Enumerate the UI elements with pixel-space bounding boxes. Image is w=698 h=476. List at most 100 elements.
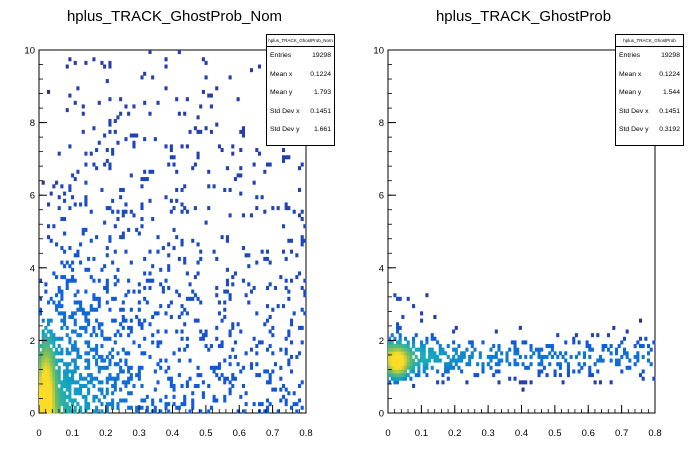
histogram-bin [428, 354, 432, 359]
histogram-bin [52, 224, 56, 229]
histogram-bin [116, 351, 120, 356]
histogram-bin [76, 387, 80, 392]
histogram-bin [47, 369, 51, 374]
histogram-bin [52, 184, 56, 189]
histogram-bin [406, 347, 410, 352]
histogram-bin [199, 104, 203, 109]
histogram-bin [63, 216, 67, 222]
histogram-bin [398, 333, 402, 338]
histogram-bin [108, 206, 112, 211]
histogram-bin [550, 344, 554, 349]
histogram-bin [49, 380, 53, 385]
histogram-bin [124, 209, 128, 214]
histogram-bin [113, 318, 117, 323]
histogram-bin [105, 158, 109, 163]
histogram-bin [281, 158, 286, 163]
histogram-bin [151, 264, 155, 269]
histogram-bin [393, 354, 397, 359]
histogram-bin [390, 354, 394, 359]
y-tick-label: 0 [379, 409, 384, 420]
histogram-bin [454, 362, 458, 367]
histogram-bin [212, 398, 216, 403]
histogram-bin [143, 100, 147, 105]
histogram-bin [223, 314, 227, 320]
histogram-bin [65, 108, 69, 113]
histogram-bin [446, 354, 450, 359]
histogram-bin [193, 275, 197, 280]
histogram-bin [164, 329, 168, 334]
histogram-bin [428, 358, 432, 363]
histogram-bin [159, 398, 163, 403]
histogram-bin [76, 86, 80, 91]
histogram-bin [425, 362, 429, 367]
histogram-bin [68, 362, 72, 367]
histogram-bin [417, 365, 421, 370]
histogram-bin [228, 362, 232, 367]
histogram-bin [438, 358, 442, 363]
histogram-bin [55, 180, 59, 185]
histogram-bin [641, 344, 645, 349]
histogram-bin [396, 373, 400, 378]
histogram-bin [95, 318, 99, 323]
histogram-bin [44, 282, 48, 287]
histogram-bin [436, 340, 440, 345]
histogram-bin [92, 383, 96, 388]
histogram-bin [79, 405, 83, 410]
histogram-bin [44, 336, 48, 341]
histogram-bin [303, 238, 307, 243]
stats-box-name: hplus_TRACK_GhostProb_Nom [267, 35, 334, 47]
histogram-bin [41, 340, 45, 345]
histogram-bin [183, 307, 187, 312]
histogram-bin [76, 354, 80, 359]
histogram-bin [111, 347, 115, 352]
histogram-bin [185, 383, 189, 388]
histogram-bin [284, 351, 288, 356]
histogram-bin [177, 405, 181, 410]
histogram-bin [239, 394, 243, 399]
histogram-bin [239, 173, 243, 178]
histogram-bin [641, 369, 645, 374]
histogram-bin [406, 351, 410, 356]
histogram-bin [255, 373, 259, 378]
histogram-bin [289, 354, 294, 359]
histogram-bin [121, 187, 125, 192]
chart-title-right: hplus_TRACK_GhostProb [435, 8, 612, 25]
histogram-bin [129, 329, 133, 334]
histogram-bin [191, 405, 195, 410]
histogram-bin [183, 347, 187, 352]
histogram-bin [73, 387, 77, 392]
histogram-bin [444, 351, 448, 356]
histogram-bin [185, 209, 189, 214]
histogram-bin [390, 351, 394, 356]
histogram-bin [49, 318, 53, 323]
histogram-bin [220, 344, 224, 349]
histogram-bin [513, 376, 517, 381]
histogram-bin [81, 104, 85, 109]
histogram-bin [95, 376, 99, 381]
histogram-bin [231, 275, 235, 280]
histogram-bin [265, 256, 270, 261]
histogram-bin [81, 307, 85, 312]
histogram-bin [124, 318, 128, 323]
histogram-bin [44, 391, 48, 396]
histogram-bin [65, 333, 69, 338]
histogram-bin [92, 398, 96, 403]
histogram-bin [52, 383, 56, 388]
histogram-bin [97, 300, 101, 305]
histogram-bin [425, 336, 429, 341]
histogram-bin [119, 235, 123, 240]
histogram-bin [47, 340, 51, 345]
histogram-bin [108, 362, 112, 367]
histogram-bin [52, 340, 56, 345]
histogram-bin [92, 278, 96, 283]
histogram-bin [438, 347, 442, 352]
histogram-bin [164, 64, 168, 69]
histogram-bin [414, 333, 418, 338]
histogram-bin [177, 50, 181, 55]
histogram-bin [63, 369, 67, 374]
histogram-bin [300, 209, 304, 214]
histogram-bin [41, 383, 45, 388]
histogram-bin [41, 354, 45, 359]
histogram-bin [132, 140, 136, 145]
